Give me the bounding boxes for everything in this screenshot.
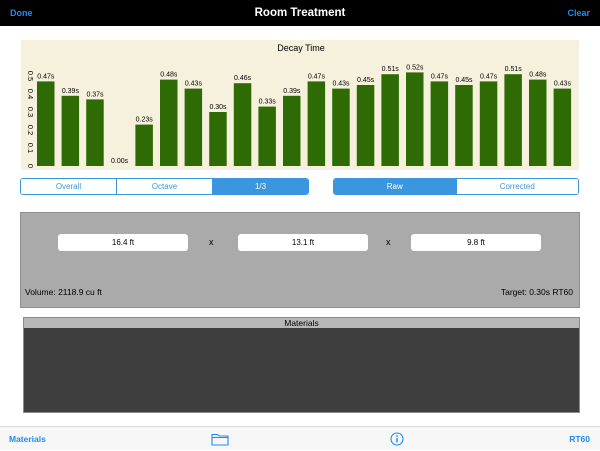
decay-chart-svg: Decay Time 00.10.20.30.40.5 0.47s0.39s0.… — [26, 43, 571, 168]
bar-value-label: 0.47s — [308, 73, 326, 80]
bar-value-label: 0.45s — [455, 77, 473, 84]
bar-value-label: 0.43s — [185, 81, 203, 88]
chart-bar — [61, 95, 80, 166]
segment-octave[interactable]: Octave — [117, 179, 213, 194]
bar-value-label: 0.39s — [62, 88, 80, 95]
chart-bar — [455, 85, 473, 166]
bar-value-label: 0.48s — [529, 72, 547, 79]
chart-bars: 0.47s 0.39s 0.37s 0.00s 0.23s 0.48s 0.43s 0.30s… — [37, 64, 571, 166]
segment-overall[interactable]: Overall — [21, 179, 117, 194]
multiply-sign: x — [386, 237, 391, 247]
chart-bar — [283, 95, 301, 166]
y-tick-label: 0.3 — [26, 107, 35, 117]
chart-bar — [406, 72, 424, 166]
bar-value-label: 0.51s — [382, 66, 400, 73]
materials-list[interactable]: Materials — [23, 317, 580, 413]
chart-bar — [332, 88, 350, 166]
chart-bar — [529, 79, 547, 166]
materials-header: Materials — [24, 318, 579, 328]
bar-value-label: 0.51s — [505, 66, 523, 73]
clear-button[interactable]: Clear — [567, 8, 590, 18]
chart-bar — [381, 74, 399, 166]
bar-value-label: 0.23s — [136, 117, 154, 124]
bar-value-label: 0.30s — [209, 104, 227, 111]
chart-bar — [307, 81, 326, 166]
segment-raw[interactable]: Raw — [334, 179, 457, 194]
y-tick-label: 0.2 — [26, 125, 35, 135]
volume-label: Volume: 2118.9 cu ft — [25, 287, 102, 297]
bar-value-label: 0.00s — [111, 158, 129, 165]
decay-time-chart: Decay Time 0 0.1 0.2 0.3 0.4 0.5 0.47s 0.39s 0.… — [21, 40, 579, 170]
chart-bar — [553, 88, 572, 166]
y-tick-label: 0.1 — [26, 143, 35, 153]
chart-bar — [504, 74, 522, 166]
y-tick-label: 0.5 — [26, 71, 35, 81]
chart-bar — [258, 106, 276, 166]
bar-value-label: 0.37s — [86, 91, 104, 98]
folder-icon[interactable] — [211, 432, 229, 451]
done-button[interactable]: Done — [10, 8, 33, 18]
length-field[interactable]: 16.4 ft — [58, 234, 188, 251]
width-field[interactable]: 13.1 ft — [238, 234, 368, 251]
chart-bar — [209, 112, 227, 166]
bar-value-label: 0.45s — [357, 77, 375, 84]
band-segmented-control: Overall Octave 1/3 — [20, 178, 309, 195]
bar-value-label: 0.43s — [332, 81, 350, 88]
segment-third-octave[interactable]: 1/3 — [213, 179, 308, 194]
bar-value-label: 0.47s — [480, 73, 498, 80]
multiply-sign: x — [209, 237, 214, 247]
bottom-toolbar: Materials RT60 — [0, 426, 600, 450]
y-tick-label: 0.4 — [26, 89, 35, 99]
y-tick-label: 0 — [26, 164, 35, 168]
materials-button[interactable]: Materials — [9, 434, 46, 444]
segment-corrected[interactable]: Corrected — [456, 179, 578, 194]
target-label: Target: 0.30s RT60 — [500, 287, 573, 297]
y-axis: 0 0.1 0.2 0.3 0.4 0.5 — [26, 71, 35, 168]
bar-value-label: 0.52s — [406, 64, 424, 71]
info-icon[interactable] — [390, 432, 404, 451]
chart-bar — [356, 85, 375, 166]
chart-bar — [37, 81, 55, 166]
height-field[interactable]: 9.8 ft — [411, 234, 541, 251]
bar-value-label: 0.47s — [37, 73, 55, 80]
mode-segmented-control: Raw Corrected — [333, 178, 579, 195]
chart-bar — [135, 124, 153, 166]
chart-bar — [160, 79, 178, 166]
rt60-button[interactable]: RT60 — [569, 434, 590, 444]
chart-bar — [479, 81, 498, 166]
chart-bar — [233, 83, 252, 166]
chart-bar — [430, 81, 449, 166]
chart-bar — [184, 88, 203, 166]
bar-value-label: 0.43s — [554, 81, 572, 88]
bar-value-label: 0.46s — [234, 75, 252, 82]
room-dimensions-panel: 16.4 ft x 13.1 ft x 9.8 ft Volume: 2118.… — [20, 212, 580, 308]
bar-value-label: 0.33s — [259, 99, 277, 106]
nav-bar: Done Room Treatment Clear — [0, 0, 600, 26]
chart-title: Decay Time — [277, 43, 325, 53]
page-title: Room Treatment — [254, 7, 346, 19]
bar-value-label: 0.47s — [431, 73, 449, 80]
bar-value-label: 0.48s — [160, 72, 178, 79]
bar-value-label: 0.39s — [283, 88, 301, 95]
chart-bar — [86, 99, 104, 166]
